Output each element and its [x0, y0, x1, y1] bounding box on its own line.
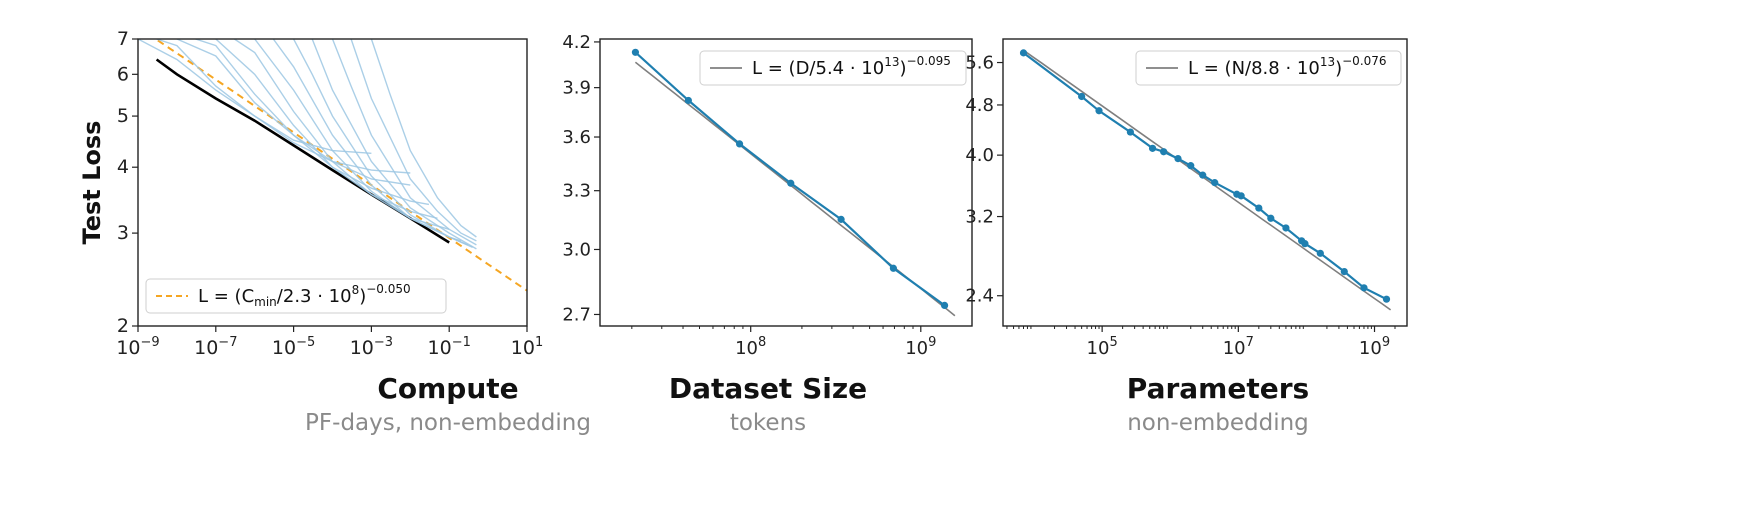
data-point — [1282, 224, 1290, 232]
y-tick-label: 4 — [117, 156, 129, 178]
y-tick-label: 4.2 — [562, 32, 591, 53]
data-point — [1382, 295, 1391, 303]
data-point — [1187, 162, 1195, 170]
y-tick-label: 3.9 — [562, 78, 591, 99]
data-point — [1095, 107, 1103, 115]
data-point — [1267, 214, 1275, 222]
data-point — [1301, 240, 1309, 248]
data-point — [735, 140, 744, 148]
y-tick-label: 2.7 — [562, 304, 591, 325]
caption-subtitle: PF-days, non-embedding — [305, 410, 591, 436]
y-tick-label: 3.2 — [965, 207, 994, 228]
caption-title: Compute — [377, 372, 518, 405]
training-curve-5 — [215, 39, 438, 219]
x-tick-label: 109 — [1359, 335, 1390, 359]
chart-panel-1: 2 3 4 5 6 7 10−9 10−7 10−5 10−3 10−1 101 Test Loss L … — [78, 28, 591, 436]
training-curve-2 — [156, 39, 411, 174]
legend: L = (Cmin/2.3 · 108)−0.050 — [145, 278, 447, 314]
y-tick-label: 2 — [117, 315, 129, 337]
data-point — [1160, 148, 1168, 156]
training-curve-10 — [311, 39, 477, 250]
x-tick-label: 101 — [511, 335, 543, 359]
training-curve-11 — [331, 39, 477, 246]
data-point — [1237, 192, 1245, 200]
chart-panel-2: 2.7 3.0 3.3 3.6 3.9 4.2 108 109 L = (D/5.4 · 101… — [562, 32, 973, 436]
training-curve-12 — [350, 39, 477, 242]
x-tick-label: 10−5 — [272, 335, 315, 359]
training-curve-6 — [234, 39, 450, 230]
caption-subtitle: non-embedding — [1127, 410, 1309, 436]
x-tick-label: 109 — [905, 335, 936, 359]
y-tick-label: 2.4 — [965, 286, 994, 307]
caption-subtitle: tokens — [730, 410, 806, 436]
y-tick-label: 3.3 — [562, 181, 591, 202]
legend: L = (N/8.8 · 1013)−0.076 — [1135, 50, 1402, 86]
legend-box — [145, 278, 447, 314]
data-point — [1174, 155, 1182, 163]
data-point — [684, 96, 692, 105]
plot-area — [631, 48, 956, 317]
plot-area — [1019, 49, 1392, 311]
y-tick-label: 5.6 — [965, 53, 994, 74]
y-tick-label: 7 — [117, 28, 129, 50]
data-point — [1316, 249, 1324, 257]
caption-title: Parameters — [1127, 372, 1309, 405]
data-line — [634, 51, 946, 307]
plot-area — [138, 39, 527, 292]
data-point — [787, 179, 795, 187]
data-point — [889, 264, 897, 272]
data-point — [1148, 144, 1157, 152]
legend: L = (D/5.4 · 1013)−0.095 — [699, 50, 967, 86]
x-tick-label: 10−7 — [194, 335, 237, 359]
y-tick-label: 5 — [117, 105, 129, 127]
data-point — [1340, 267, 1348, 276]
data-point — [837, 215, 845, 223]
data-point — [940, 301, 949, 309]
data-point — [1360, 284, 1368, 292]
training-curve-13 — [370, 39, 477, 238]
data-point — [1211, 179, 1219, 187]
chart-panel-3: 2.4 3.2 4.0 4.8 5.6 105 107 109 L = (N/8.8 · 101… — [965, 38, 1408, 436]
y-tick-label: 6 — [117, 63, 129, 85]
legend-label: L = (Cmin/2.3 · 108)−0.050 — [198, 282, 411, 309]
fit-line — [154, 39, 527, 292]
y-tick-label: 3.0 — [562, 239, 591, 260]
data-point — [1199, 171, 1207, 179]
caption-title: Dataset Size — [669, 372, 867, 405]
data-point — [1078, 92, 1086, 101]
plot-frame — [137, 38, 528, 327]
y-tick-label: 3 — [117, 222, 129, 244]
data-point — [1255, 204, 1263, 212]
legend-label: L = (D/5.4 · 1013)−0.095 — [752, 54, 951, 79]
legend-box — [1135, 50, 1402, 86]
training-curve-9 — [292, 39, 473, 248]
x-tick-label: 108 — [735, 335, 766, 359]
y-tick-label: 3.6 — [562, 127, 591, 148]
x-tick-label: 105 — [1087, 335, 1118, 359]
y-tick-label: 4.8 — [965, 95, 994, 116]
y-axis-label: Test Loss — [78, 121, 106, 245]
x-tick-label: 10−3 — [350, 335, 393, 359]
fit-line — [1023, 49, 1392, 311]
x-tick-label: 10−9 — [116, 335, 159, 359]
y-tick-label: 4.0 — [965, 145, 994, 166]
plot-frame — [599, 38, 973, 327]
legend-box — [699, 50, 967, 86]
x-tick-label: 107 — [1223, 335, 1254, 359]
data-point — [1019, 49, 1028, 57]
legend-label: L = (N/8.8 · 1013)−0.076 — [1188, 54, 1387, 79]
data-point — [1126, 128, 1134, 136]
training-curve-4 — [195, 39, 430, 206]
data-point — [631, 48, 640, 56]
plot-frame — [1002, 38, 1408, 327]
x-tick-label: 10−1 — [428, 335, 471, 359]
